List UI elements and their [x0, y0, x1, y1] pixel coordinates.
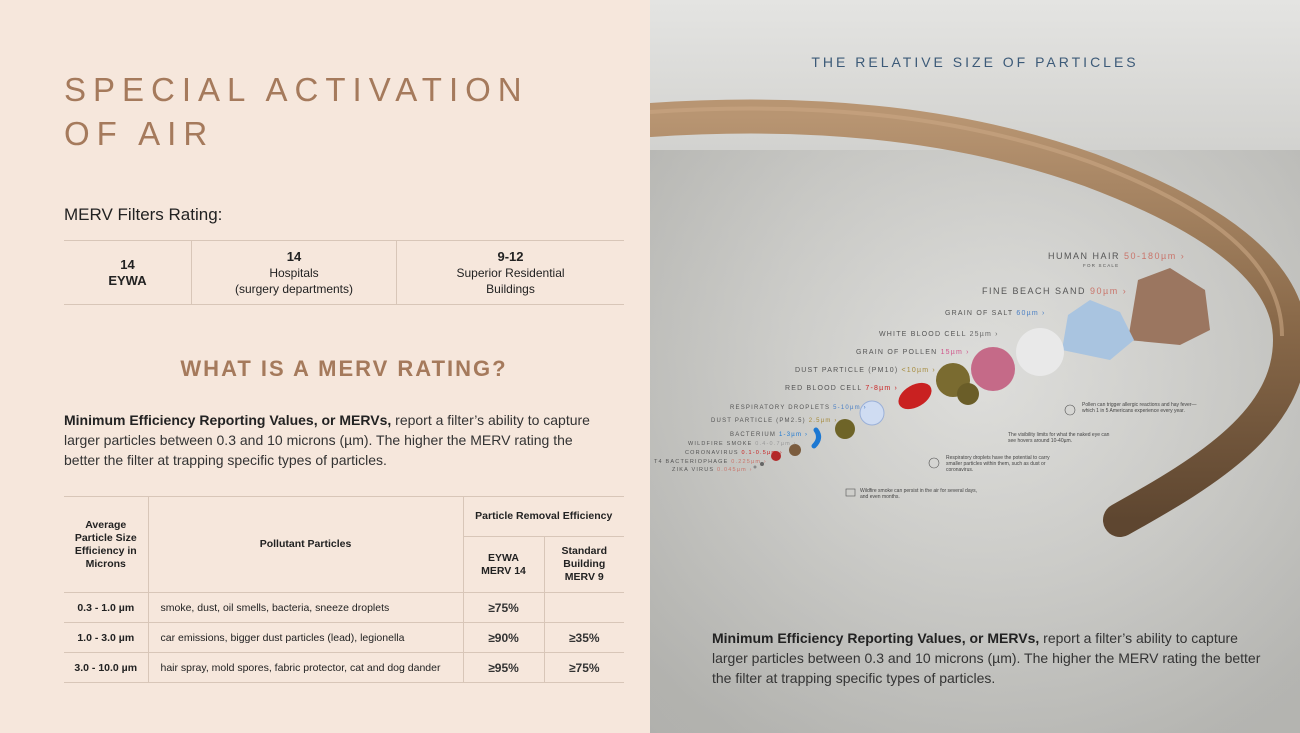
table-row: 1.0 - 3.0 µm car emissions, bigger dust … — [64, 622, 624, 653]
cell-pollutants: car emissions, bigger dust particles (le… — [147, 622, 463, 653]
cell-range: 0.3 - 1.0 µm — [64, 592, 148, 623]
particle-illustration: HUMAN HAIR 50-180µm › FOR SCALE FINE BEA… — [650, 99, 1300, 733]
cell-eywa: ≥75% — [462, 592, 544, 623]
merv-description: Minimum Efficiency Reporting Values, or … — [64, 410, 609, 470]
merv-ratings-table: 14 EYWA 14 Hospitals (surgery department… — [64, 240, 624, 305]
header-particle-size: Average Particle Size Efficiency in Micr… — [64, 496, 148, 593]
label-grain-of-salt: GRAIN OF SALT 60µm › — [945, 310, 1046, 317]
cell-standard: ≥75% — [543, 652, 624, 683]
label-t4-bacteriophage: T4 BACTERIOPHAGE 0.225µm › — [654, 459, 767, 465]
bacteriophage-shape — [760, 462, 764, 466]
rating-label: Superior Residential — [456, 265, 565, 280]
dust-particle-pm25-shape — [835, 419, 855, 439]
pollen-note-icon — [1064, 404, 1076, 416]
label-human-hair: HUMAN HAIR 50-180µm › — [1048, 251, 1185, 261]
label-red-blood-cell: RED BLOOD CELL 7-8µm › — [785, 385, 898, 392]
header-removal-efficiency: Particle Removal Efficiency — [462, 496, 624, 537]
cell-pollutants: smoke, dust, oil smells, bacteria, sneez… — [147, 592, 463, 623]
salt-crystal-shape — [1062, 300, 1134, 360]
rating-label: Hospitals — [269, 265, 319, 280]
left-panel: SPECIAL ACTIVATION OF AIR MERV Filters R… — [64, 68, 624, 683]
title-line-1: SPECIAL ACTIVATION — [64, 71, 529, 108]
table-row: 3.0 - 10.0 µm hair spray, mold spores, f… — [64, 652, 624, 683]
page-title: SPECIAL ACTIVATION OF AIR — [64, 68, 529, 156]
table-row: 0.3 - 1.0 µm smoke, dust, oil smells, ba… — [64, 592, 624, 623]
merv-description-right-text: report a filter’s ability to capture lar… — [712, 630, 1261, 686]
zika-virus-shape — [753, 465, 757, 469]
white-blood-cell-shape — [1016, 328, 1064, 376]
label-fine-beach-sand: FINE BEACH SAND 90µm › — [982, 286, 1127, 296]
merv-description-text: report a filter’s ability to capture lar… — [64, 412, 590, 468]
label-wildfire-smoke: WILDFIRE SMOKE 0.4-0.7µm › — [688, 441, 797, 447]
wildfire-smoke-shape — [789, 444, 801, 456]
particle-labels: HUMAN HAIR 50-180µm › FOR SCALE FINE BEA… — [654, 251, 1185, 473]
pollen-note: Pollen can trigger allergic reactions an… — [1082, 402, 1197, 414]
header-eywa: EYWA MERV 14 — [462, 536, 544, 593]
header-pollutants: Pollutant Particles — [147, 496, 463, 593]
smoke-note-icon — [845, 488, 856, 497]
rating-eywa: 14 EYWA — [64, 241, 191, 304]
label-zika-virus: ZIKA VIRUS 0.045µm › — [672, 467, 753, 473]
cell-standard: ≥35% — [543, 622, 624, 653]
rating-label-2: (surgery departments) — [234, 281, 354, 296]
cell-standard — [543, 592, 624, 623]
label-dust-pm10: DUST PARTICLE (PM10) <10µm › — [795, 367, 936, 374]
label-for-scale: FOR SCALE — [1083, 263, 1119, 268]
label-dust-pm25: DUST PARTICLE (PM2.5) 2.5µm › — [711, 418, 838, 424]
label-respiratory-droplets: RESPIRATORY DROPLETS 5-10µm › — [730, 405, 867, 411]
particle-shapes — [753, 268, 1210, 469]
merv-heading: WHAT IS A MERV RATING? — [180, 356, 508, 381]
smoke-note: Wildfire smoke can persist in the air fo… — [860, 488, 977, 500]
human-hair-strand — [650, 99, 1300, 537]
efficiency-table: Average Particle Size Efficiency in Micr… — [64, 496, 624, 683]
title-line-2: OF AIR — [64, 115, 215, 152]
dust-particle-pm10-small-shape — [957, 383, 979, 405]
merv-description-bold: Minimum Efficiency Reporting Values, or … — [64, 412, 392, 428]
callout-notes: Pollen can trigger allergic reactions an… — [845, 402, 1197, 500]
cell-pollutants: hair spray, mold spores, fabric protecto… — [147, 652, 463, 683]
droplets-note: Respiratory droplets have the potential … — [946, 455, 1050, 473]
bacterium-shape — [811, 427, 822, 449]
coronavirus-shape — [771, 451, 781, 461]
rating-value: 14 — [120, 256, 135, 272]
label-bacterium: BACTERIUM 1-3µm › — [730, 432, 808, 438]
merv-filters-label: MERV Filters Rating: — [64, 205, 223, 224]
cell-range: 3.0 - 10.0 µm — [64, 652, 148, 683]
label-grain-of-pollen: GRAIN OF POLLEN 15µm › — [856, 349, 970, 356]
droplets-note-icon — [928, 457, 940, 469]
merv-description-right: Minimum Efficiency Reporting Values, or … — [712, 628, 1262, 688]
label-white-blood-cell: WHITE BLOOD CELL 25µm › — [879, 331, 999, 338]
rating-label-2: Buildings — [486, 281, 535, 296]
rating-value: 14 — [286, 248, 302, 264]
label-coronavirus: CORONAVIRUS 0.1-0.5µm › — [685, 450, 783, 456]
respiratory-droplet-shape — [859, 400, 885, 426]
particles-heading: THE RELATIVE SIZE OF PARTICLES — [811, 54, 1139, 70]
right-panel: THE RELATIVE SIZE OF PARTICLES — [650, 0, 1300, 733]
floor-surface — [650, 150, 1300, 733]
visibility-note: The visibility limits for what the naked… — [1008, 432, 1109, 444]
rating-label: EYWA — [108, 272, 147, 288]
sand-grain-shape — [1128, 268, 1210, 345]
rating-hospitals: 14 Hospitals (surgery departments) — [191, 241, 396, 304]
cell-eywa: ≥95% — [462, 652, 544, 683]
rating-value: 9-12 — [497, 248, 524, 264]
red-blood-cell-shape — [898, 382, 932, 410]
pollen-grain-shape — [971, 347, 1015, 391]
cell-range: 1.0 - 3.0 µm — [64, 622, 148, 653]
header-standard: Standard Building MERV 9 — [543, 536, 624, 593]
hair-highlight — [650, 106, 1284, 337]
rating-residential: 9-12 Superior Residential Buildings — [396, 241, 624, 304]
merv-description-right-bold: Minimum Efficiency Reporting Values, or … — [712, 630, 1040, 646]
cell-eywa: ≥90% — [462, 622, 544, 653]
